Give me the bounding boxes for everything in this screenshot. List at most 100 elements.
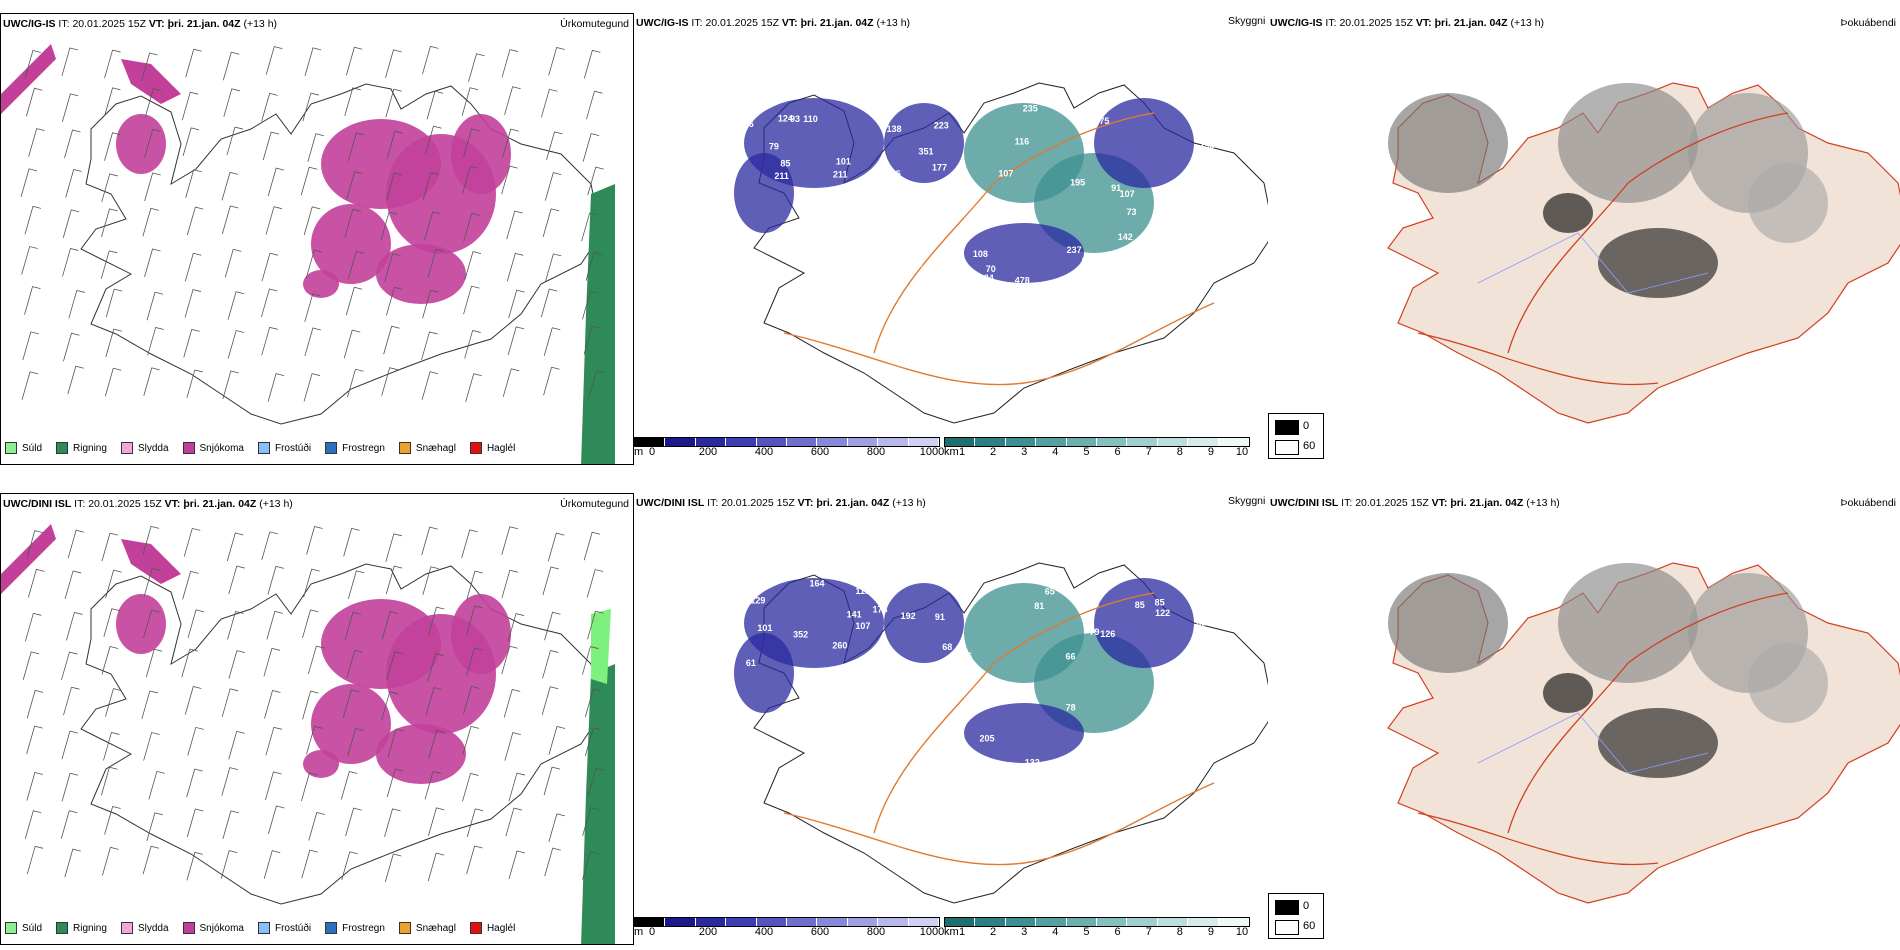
precip-map[interactable] <box>1 494 634 945</box>
legend-item-2: Slydda <box>120 442 169 454</box>
wind-barb <box>186 768 203 798</box>
wind-barb <box>301 772 318 802</box>
legend-swatch <box>56 922 69 934</box>
wind-barb <box>422 289 439 319</box>
wind-barb <box>226 126 244 156</box>
wind-barb <box>302 92 320 122</box>
tick-label: 800 <box>866 926 886 938</box>
panel-header: UWC/IG-IS IT: 20.01.2025 15Z VT: þri. 21… <box>636 17 911 29</box>
wind-barb <box>541 686 559 715</box>
cloud-base-label: 351 <box>919 147 934 157</box>
cloud-map[interactable]: 101 1076659858178598510715417879836142859… <box>634 493 1268 945</box>
wind-barb <box>28 128 45 157</box>
wind-barb <box>582 290 599 320</box>
fog-area <box>1558 563 1698 683</box>
wind-barb <box>507 326 525 355</box>
precip-map[interactable] <box>1 14 634 465</box>
wind-barb <box>267 565 285 595</box>
tick-label: 7 <box>1145 926 1152 938</box>
wind-barb <box>424 211 441 241</box>
cloud-base-label: 352 <box>793 630 808 640</box>
tick-label: 1000 <box>919 926 945 938</box>
cloud-base-label: 78 <box>1066 702 1076 712</box>
tick-label: 4 <box>1052 446 1059 458</box>
wind-barb <box>67 365 84 395</box>
cloud-base-label: 79 <box>955 282 965 292</box>
tick-label: 3 <box>1021 926 1028 938</box>
tick-label: 1 <box>958 926 966 938</box>
fog-map[interactable] <box>1268 493 1900 945</box>
fog-area <box>1558 83 1698 203</box>
wind-barb <box>506 210 523 240</box>
wind-barb <box>303 568 320 598</box>
legend-label: Súld <box>22 442 43 454</box>
legend-label: Snæhagl <box>415 442 456 454</box>
snow-area <box>121 539 181 584</box>
tick-label: 400 <box>754 926 774 938</box>
cloud-base-label: 260 <box>832 640 847 650</box>
wind-barb <box>103 731 120 761</box>
wind-barb <box>582 851 599 880</box>
legend-label: Haglél <box>486 442 516 454</box>
wind-barb <box>22 651 40 681</box>
wind-barb <box>344 87 361 116</box>
cloud-base-label: 211 <box>774 171 789 181</box>
wind-barb <box>304 327 321 357</box>
river <box>1477 712 1709 774</box>
wind-barb <box>542 566 559 596</box>
wind-barb <box>105 328 122 358</box>
road-network <box>783 592 1215 866</box>
tick-label: 6 <box>1114 446 1121 458</box>
wind-barb <box>386 768 404 798</box>
fog-map[interactable] <box>1268 13 1900 465</box>
wind-barb <box>222 51 240 81</box>
cloud-base-label: 76 <box>744 119 754 129</box>
wind-barb <box>221 767 238 796</box>
tick-label: 3 <box>1021 446 1028 458</box>
wind-barb <box>583 531 601 561</box>
wind-barb <box>542 208 560 237</box>
color-step <box>908 438 940 446</box>
color-step <box>975 918 1006 926</box>
wind-barb <box>65 169 82 198</box>
wind-barb <box>101 173 118 203</box>
cloud-base-label: 250 <box>1049 759 1064 769</box>
tick-label: 1000 <box>919 446 945 458</box>
panel-header: UWC/IG-IS IT: 20.01.2025 15Z VT: þri. 21… <box>1270 17 1545 29</box>
cloud-base-label: 321 <box>907 259 922 269</box>
cloud-base-label: 81 <box>952 784 962 794</box>
wind-barb <box>465 373 482 402</box>
color-step <box>975 438 1006 446</box>
wind-barb <box>348 132 365 161</box>
snow-area <box>376 724 466 784</box>
legend-label: Snæhagl <box>415 922 456 934</box>
legend-label: Frostúði <box>274 442 312 454</box>
cloud-base-label: 145 <box>1082 266 1097 276</box>
wind-barb <box>147 326 164 356</box>
cloud-area <box>964 223 1084 283</box>
fog-area <box>1748 163 1828 243</box>
cloud-base-label: 81 <box>1196 617 1206 627</box>
cloud-base-label: 122 <box>1155 608 1170 618</box>
tick-label: 2 <box>990 446 997 458</box>
wind-barb <box>386 286 403 316</box>
wind-barb <box>422 172 439 201</box>
tick-label: 10 <box>1235 926 1249 938</box>
island-group <box>80 539 602 905</box>
wind-barb <box>221 205 239 235</box>
wind-barb <box>546 131 563 161</box>
precip-panel-1: UWC/IG-IS IT: 20.01.2025 15Z VT: þri. 21… <box>0 13 634 465</box>
snow-area <box>376 244 466 304</box>
cloud-map[interactable]: 8870107761038918488911015610079677581651… <box>634 13 1268 465</box>
wind-barb <box>267 167 285 197</box>
wind-barb <box>21 246 38 275</box>
cloud-base-label: 113 <box>1093 260 1108 270</box>
height-colorbar-unit: m <box>634 926 644 938</box>
cloud-base-label: 100 <box>1161 260 1176 270</box>
legend-item-3: Snjókoma <box>182 442 244 454</box>
wind-barb <box>104 132 121 161</box>
cloud-base-label: 83 <box>826 745 836 755</box>
wind-barb <box>185 169 202 198</box>
wind-barb <box>227 291 245 320</box>
wind-barb <box>25 87 43 117</box>
